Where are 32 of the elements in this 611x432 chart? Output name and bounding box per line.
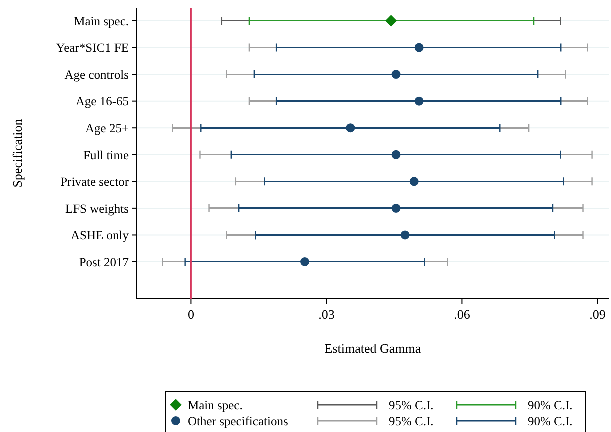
point <box>392 150 401 160</box>
x-axis-title: Estimated Gamma <box>324 341 422 356</box>
x-tick-label: .06 <box>454 307 471 322</box>
legend-label: 95% C.I. <box>389 398 434 412</box>
point <box>346 124 356 133</box>
y-tick-label: Full time <box>84 148 130 162</box>
y-tick-label: Age controls <box>64 68 130 82</box>
point <box>414 96 424 106</box>
legend-label: 90% C.I. <box>528 414 573 428</box>
point <box>414 43 424 52</box>
y-tick-label: Main spec. <box>74 14 129 28</box>
y-tick-label: Age 25+ <box>86 121 129 136</box>
point <box>392 204 401 213</box>
legend-label: 90% C.I. <box>528 398 573 412</box>
point <box>385 15 398 27</box>
legend-label: Main spec. <box>188 398 243 412</box>
point <box>410 177 419 186</box>
y-axis-title: Specification <box>10 118 25 188</box>
y-tick-label: Post 2017 <box>79 255 129 270</box>
x-tick-label: 0 <box>188 307 194 322</box>
y-tick-label: Age 16-65 <box>76 94 129 109</box>
legend-label: Other specifications <box>188 414 288 428</box>
point <box>400 230 410 240</box>
x-tick-label: .03 <box>318 307 335 322</box>
point <box>392 70 401 80</box>
x-tick-label: .09 <box>590 307 606 322</box>
y-tick-label: Private sector <box>60 175 130 190</box>
point <box>300 258 310 266</box>
y-tick-label: LFS weights <box>65 202 130 216</box>
y-tick-label: ASHE only <box>71 228 130 243</box>
y-tick-label: Year*SIC1 FE <box>56 41 130 56</box>
legend-label: 95% C.I. <box>389 414 434 428</box>
